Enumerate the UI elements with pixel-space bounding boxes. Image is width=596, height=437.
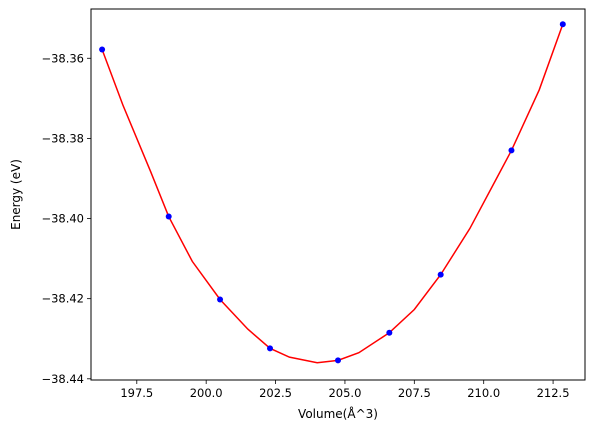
data-point	[267, 345, 274, 352]
x-tick-label: 212.5	[537, 386, 570, 400]
x-tick-label: 210.0	[467, 386, 500, 400]
y-tick-label: −38.38	[41, 131, 84, 145]
y-axis-label: Energy (eV)	[9, 159, 23, 230]
y-tick-label: −38.42	[41, 292, 84, 306]
y-tick-label: −38.36	[41, 51, 84, 65]
x-tick-label: 202.5	[259, 386, 292, 400]
x-axis-label: Volume(Å^3)	[298, 406, 378, 421]
fit-curve-line	[101, 23, 564, 364]
x-tick-label: 207.5	[398, 386, 431, 400]
data-point	[217, 296, 224, 303]
x-tick-label: 197.5	[120, 386, 153, 400]
axes-frame	[90, 8, 586, 381]
data-point	[99, 46, 106, 53]
data-point	[508, 147, 515, 154]
y-tick-label: −38.44	[41, 372, 84, 386]
data-point	[165, 213, 172, 220]
plot-area	[99, 21, 566, 364]
y-axis: −38.44 −38.42 −38.40 −38.38 −38.36	[41, 51, 91, 386]
data-point	[559, 21, 566, 28]
data-point	[437, 271, 444, 278]
x-tick-label: 205.0	[328, 386, 361, 400]
x-tick-label: 200.0	[190, 386, 223, 400]
y-tick-label: −38.40	[41, 212, 84, 226]
data-point	[386, 329, 393, 336]
x-axis: 197.5 200.0 202.5 205.0 207.5 210.0 212.5	[120, 380, 570, 400]
data-point	[335, 357, 341, 364]
